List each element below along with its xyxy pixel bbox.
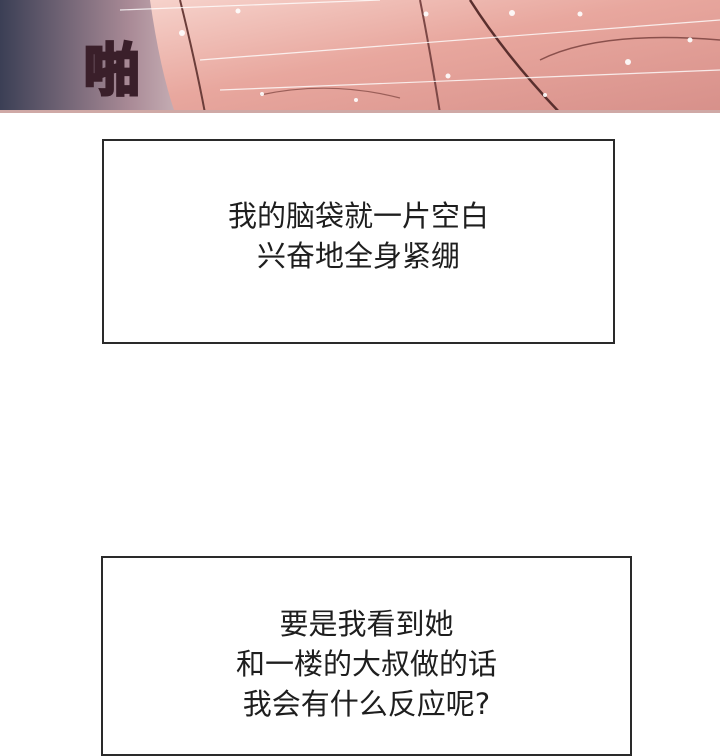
caption-line: 要是我看到她	[279, 607, 454, 641]
caption-line: 我会有什么反应呢?	[242, 687, 491, 721]
caption-line: 我的脑袋就一片空白	[227, 199, 489, 233]
sound-effect-text: 啪	[83, 39, 142, 104]
caption-line: 兴奋地全身紧绷	[256, 239, 460, 273]
caption-box-1: 我的脑袋就一片空白 兴奋地全身紧绷	[102, 139, 615, 344]
caption-box-2: 要是我看到她 和一楼的大叔做的话 我会有什么反应呢?	[101, 556, 632, 756]
comic-panel-illustration: 啪	[0, 0, 720, 113]
skin-artwork	[0, 0, 720, 113]
caption-line: 和一楼的大叔做的话	[235, 647, 497, 681]
